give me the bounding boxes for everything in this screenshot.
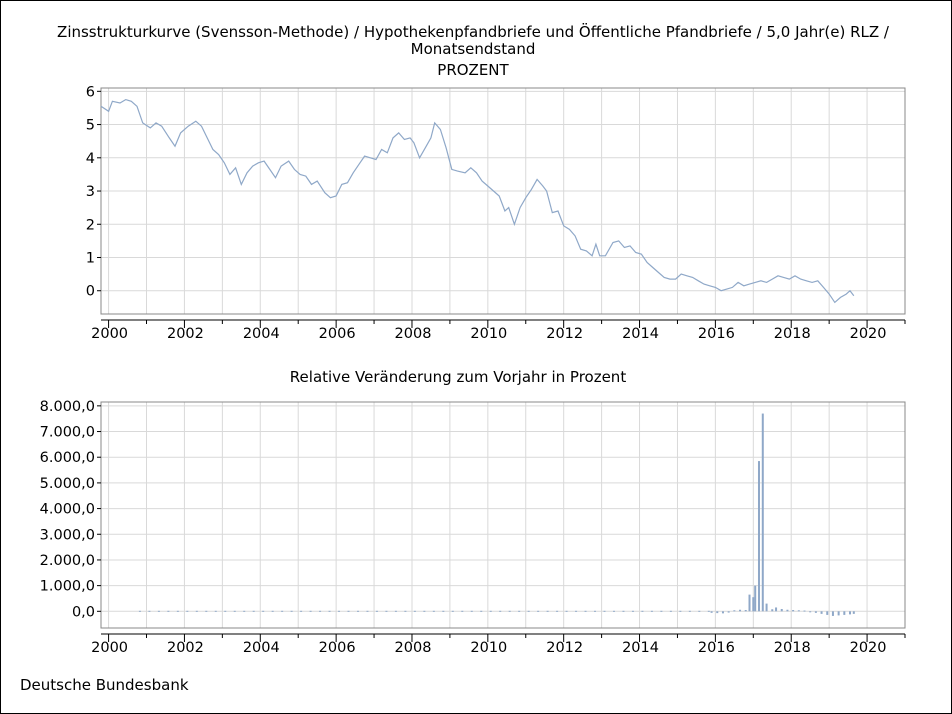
y-tick-label: 2.000,0 [40,553,95,569]
y-tick-label: 1.000,0 [40,579,95,595]
bar [744,610,747,612]
bar [820,611,823,614]
y-tick-label: 5.000,0 [40,476,95,492]
bar [754,585,757,612]
x-tick-label: 2002 [167,326,204,342]
bar [761,413,764,612]
y-tick-label: 3 [86,184,95,200]
bar [748,594,751,612]
bottom-bar-chart: 0,0 1.000,0 2.000,0 3.000,0 4.000,0 5.000,0 6.… [40,399,906,656]
x-tick-label: 2000 [91,640,128,656]
x-tick-label: 2012 [546,640,583,656]
bar [727,611,730,613]
series-line [100,98,855,304]
y-tick-label: 7.000,0 [40,425,95,441]
top-title-line-3: PROZENT [437,61,509,79]
bar [831,611,834,616]
x-tick-label: 2016 [698,640,735,656]
bar [786,609,789,612]
bar [739,609,742,612]
plot-area [100,401,906,629]
bar [826,611,829,615]
x-tick-label: 2006 [319,640,356,656]
y-tick-label: 0,0 [72,604,95,620]
top-line-chart: 0 1 2 3 4 5 6 2000 2002 2004 2006 2008 2010 2012 2014 2… [86,84,906,342]
bar [780,608,783,612]
y-tick-label: 2 [86,217,95,233]
x-tick-label: 2016 [698,326,735,342]
bar [775,607,778,612]
y-tick-label: 4.000,0 [40,502,95,518]
bar [765,603,768,612]
x-tick-label: 2008 [395,640,432,656]
bar [716,611,719,614]
x-tick-label: 2018 [774,326,811,342]
x-tick-label: 2014 [622,326,659,342]
x-tick-label: 2010 [470,326,507,342]
x-tick-label: 2008 [395,326,432,342]
bar [721,611,724,614]
bar [771,609,774,612]
x-tick-label: 2004 [243,326,280,342]
y-tick-label: 4 [86,151,95,167]
bar [837,611,840,616]
top-title-line-2: Monatsendstand [411,40,536,58]
x-tick-label: 2018 [774,640,811,656]
bar [814,611,817,613]
bar [710,611,713,613]
top-title-line-1: Zinsstrukturkurve (Svensson-Methode) / H… [57,22,890,41]
y-tick-label: 5 [86,118,95,134]
x-tick-label: 2012 [546,326,583,342]
y-tick-label: 1 [86,251,95,267]
top-chart-title: Zinsstrukturkurve (Svensson-Methode) / H… [57,22,890,79]
bar [852,611,855,614]
plot-area [100,87,906,315]
x-tick-label: 2010 [470,640,507,656]
x-tick-label: 2014 [622,640,659,656]
bottom-chart-title: Relative Veränderung zum Vorjahr in Proz… [290,368,627,386]
bar [797,610,800,612]
source-label: Deutsche Bundesbank [20,676,189,694]
bar [757,461,760,612]
x-tick-label: 2020 [850,640,887,656]
bar [843,611,846,615]
bar [803,610,806,612]
bar [809,611,812,613]
y-tick-label: 6.000,0 [40,450,95,466]
bar [752,597,755,612]
y-tick-label: 6 [86,84,95,100]
y-tick-label: 0 [86,284,95,300]
bar [849,611,852,615]
bar [792,610,795,612]
x-tick-label: 2006 [319,326,356,342]
bar [733,610,736,612]
x-tick-label: 2004 [243,640,280,656]
x-tick-label: 2002 [167,640,204,656]
x-tick-label: 2020 [850,326,887,342]
x-tick-label: 2000 [91,326,128,342]
y-tick-label: 8.000,0 [40,399,95,415]
y-tick-label: 3.000,0 [40,527,95,543]
